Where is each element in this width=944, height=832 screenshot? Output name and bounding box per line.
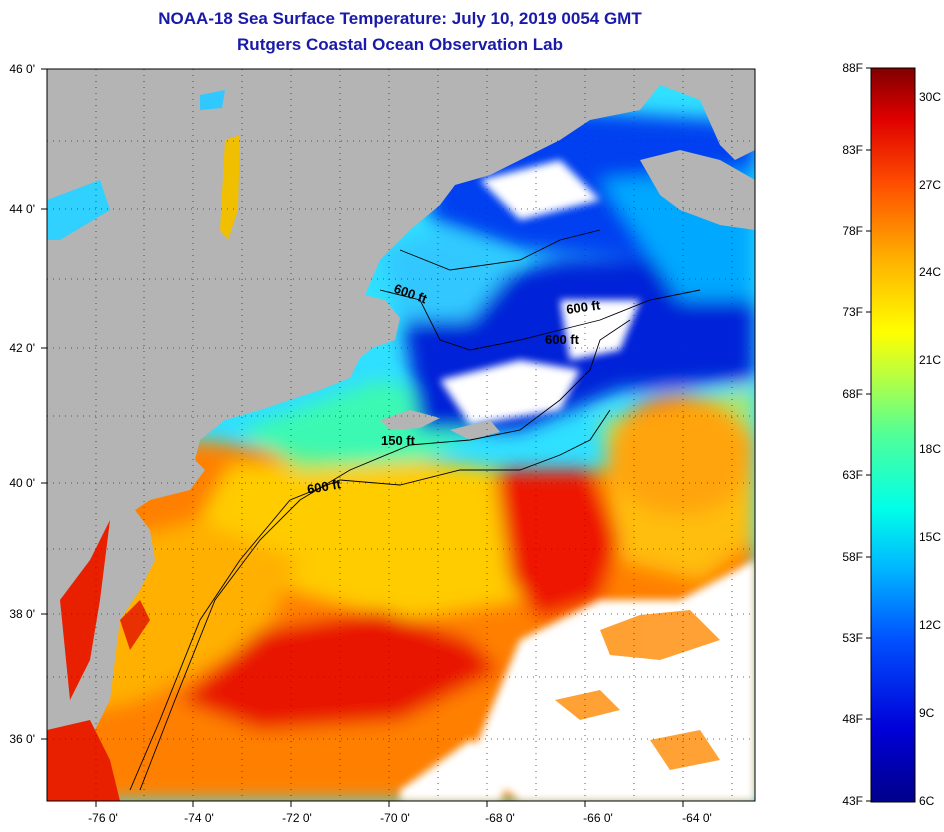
long-island bbox=[380, 410, 440, 430]
axis-ticks bbox=[41, 68, 684, 807]
fahrenheit-label: 78F bbox=[842, 224, 863, 238]
celsius-label: 21C bbox=[919, 353, 941, 367]
cloud-edge-warm bbox=[555, 610, 720, 770]
colorbar-ticks bbox=[866, 67, 871, 802]
lon-label: -66 0' bbox=[583, 811, 613, 825]
contour-label: 150 ft bbox=[381, 433, 416, 448]
cape-cod-water bbox=[380, 230, 520, 320]
lat-label: 42 0' bbox=[9, 341, 35, 355]
fahrenheit-label: 63F bbox=[842, 468, 863, 482]
map-title: NOAA-18 Sea Surface Temperature: July 10… bbox=[158, 9, 642, 28]
fahrenheit-label: 68F bbox=[842, 387, 863, 401]
contour-label: 600 ft bbox=[306, 476, 343, 497]
inland-lakes bbox=[47, 90, 240, 240]
nantucket bbox=[450, 420, 500, 440]
land-mass bbox=[47, 69, 755, 780]
celsius-label: 30C bbox=[919, 90, 941, 104]
map-subtitle: Rutgers Coastal Ocean Observation Lab bbox=[237, 35, 563, 54]
lon-label: -68 0' bbox=[485, 811, 515, 825]
colorbar bbox=[870, 67, 916, 803]
fahrenheit-label: 48F bbox=[842, 712, 863, 726]
gulf-stream-meander bbox=[495, 470, 620, 620]
lat-label: 46 0' bbox=[9, 62, 35, 76]
contour-label: 600 ft bbox=[565, 297, 601, 317]
fahrenheit-labels: 88F 83F 78F 73F 68F 63F 58F 53F 48F 43F bbox=[842, 61, 863, 808]
lon-label: -72 0' bbox=[282, 811, 312, 825]
map-frame bbox=[46, 68, 756, 802]
celsius-label: 18C bbox=[919, 442, 941, 456]
fahrenheit-label: 88F bbox=[842, 61, 863, 75]
fahrenheit-label: 83F bbox=[842, 143, 863, 157]
celsius-label: 9C bbox=[919, 706, 935, 720]
isobath-contours bbox=[129, 229, 701, 791]
celsius-label: 27C bbox=[919, 178, 941, 192]
lon-label: -70 0' bbox=[380, 811, 410, 825]
celsius-label: 24C bbox=[919, 265, 941, 279]
celsius-label: 12C bbox=[919, 618, 941, 632]
nova-scotia bbox=[640, 150, 755, 230]
lat-label: 40 0' bbox=[9, 476, 35, 490]
ring-edge bbox=[600, 385, 755, 580]
delaware-bay bbox=[120, 600, 150, 650]
pamlico-sound bbox=[47, 720, 120, 801]
lon-label: -74 0' bbox=[184, 811, 214, 825]
lon-label: -76 0' bbox=[88, 811, 118, 825]
celsius-label: 6C bbox=[919, 794, 935, 808]
lat-label: 44 0' bbox=[9, 202, 35, 216]
graticule bbox=[47, 69, 755, 801]
contour-label: 600 ft bbox=[545, 332, 580, 347]
lat-label: 36 0' bbox=[9, 732, 35, 746]
fahrenheit-label: 53F bbox=[842, 631, 863, 645]
fahrenheit-label: 73F bbox=[842, 305, 863, 319]
celsius-labels: 30C 27C 24C 21C 18C 15C 12C 9C 6C bbox=[919, 90, 941, 808]
lon-label: -64 0' bbox=[682, 811, 712, 825]
lat-label: 38 0' bbox=[9, 607, 35, 621]
celsius-label: 15C bbox=[919, 530, 941, 544]
chesapeake-bay bbox=[60, 520, 110, 700]
fahrenheit-label: 43F bbox=[842, 794, 863, 808]
fahrenheit-label: 58F bbox=[842, 550, 863, 564]
